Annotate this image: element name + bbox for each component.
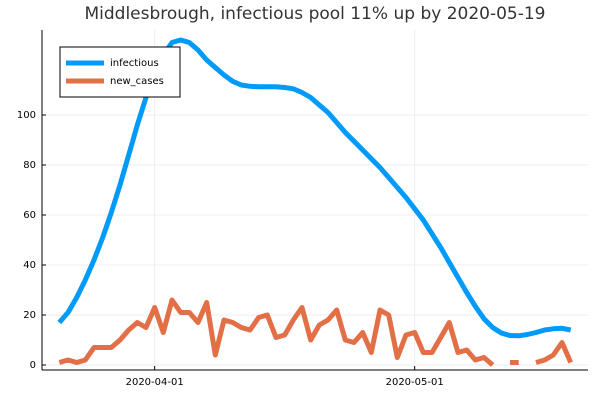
y-tick-label: 100 — [17, 110, 36, 121]
y-tick-label: 20 — [23, 310, 36, 321]
y-tick-label: 60 — [23, 210, 36, 221]
x-tick-label: 2020-05-01 — [386, 377, 444, 388]
legend-box — [59, 46, 181, 98]
y-tick-label: 40 — [23, 260, 36, 271]
y-tick-label: 0 — [30, 360, 36, 371]
data-line — [58, 297, 573, 367]
y-tick-label: 80 — [23, 160, 36, 171]
legend-label: infectious — [110, 58, 159, 69]
chart-title: Middlesbrough, infectious pool 11% up by… — [84, 4, 545, 24]
legend-label: new_cases — [110, 76, 164, 87]
x-tick-label: 2020-04-01 — [126, 377, 184, 388]
data-line — [57, 37, 572, 339]
